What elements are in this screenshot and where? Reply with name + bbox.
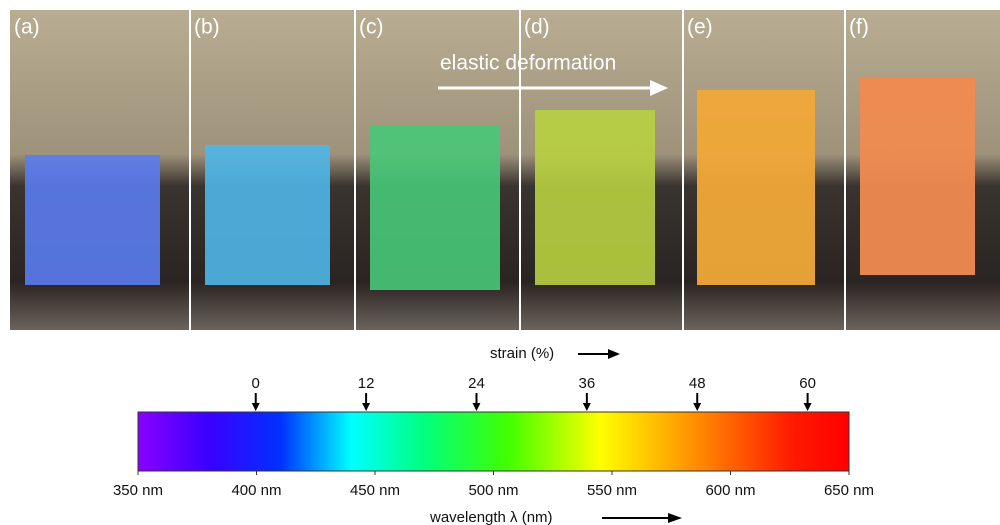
annotation: elastic deformation (440, 52, 616, 75)
tick-label: 650 nm (824, 482, 874, 499)
tick-label: 12 (358, 375, 375, 392)
panel-label: (e) (687, 16, 713, 39)
tick-label: 450 nm (350, 482, 400, 499)
tick-arrowhead (804, 403, 812, 411)
tick-arrowhead (252, 403, 260, 411)
tick-label: 0 (252, 375, 260, 392)
panel-label: (b) (194, 16, 220, 39)
tick-label: 36 (579, 375, 596, 392)
sample (205, 145, 330, 285)
axis-label: wavelength λ (nm) (429, 509, 553, 525)
axis-label: strain (%) (490, 345, 554, 362)
arrowhead (668, 513, 682, 523)
tick-label: 400 nm (231, 482, 281, 499)
tick-arrowhead (472, 403, 480, 411)
tick-label: 350 nm (113, 482, 163, 499)
tick-label: 60 (799, 375, 816, 392)
panel-label: (c) (359, 16, 384, 39)
figure: elastic deformation strain (%) wavelengt… (0, 0, 1000, 525)
panel-label: (d) (524, 16, 550, 39)
spectrum-bar (138, 412, 849, 471)
tick-label: 600 nm (705, 482, 755, 499)
tick-arrowhead (362, 403, 370, 411)
tick-arrowhead (693, 403, 701, 411)
panel-label: (f) (849, 16, 869, 39)
tick-arrowhead (583, 403, 591, 411)
arrowhead (608, 349, 620, 359)
tick-label: 550 nm (587, 482, 637, 499)
tick-label: 48 (689, 375, 706, 392)
panel-label: (a) (14, 16, 40, 39)
sample (860, 78, 975, 275)
tick-label: 24 (468, 375, 485, 392)
sample (697, 90, 815, 285)
sample (25, 155, 160, 285)
tick-label: 500 nm (468, 482, 518, 499)
sample (370, 125, 500, 290)
sample (535, 110, 655, 285)
